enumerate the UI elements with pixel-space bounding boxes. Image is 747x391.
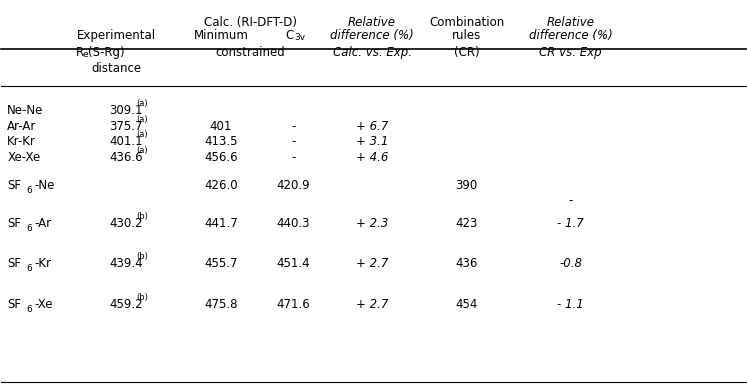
Text: rules: rules xyxy=(452,29,481,42)
Text: -Xe: -Xe xyxy=(34,298,52,312)
Text: 459.2: 459.2 xyxy=(109,298,143,312)
Text: difference (%): difference (%) xyxy=(529,29,613,42)
Text: 426.0: 426.0 xyxy=(204,179,238,192)
Text: -: - xyxy=(291,151,295,164)
Text: CR vs. Exp: CR vs. Exp xyxy=(539,46,602,59)
Text: 6: 6 xyxy=(27,186,32,195)
Text: Relative: Relative xyxy=(348,16,396,29)
Text: SF: SF xyxy=(7,298,22,312)
Text: -Ar: -Ar xyxy=(34,217,52,230)
Text: Calc. vs. Exp.: Calc. vs. Exp. xyxy=(332,46,412,59)
Text: constrained: constrained xyxy=(216,46,285,59)
Text: 475.8: 475.8 xyxy=(204,298,238,312)
Text: 439.4: 439.4 xyxy=(109,257,143,270)
Text: 6: 6 xyxy=(27,305,32,314)
Text: -Ne: -Ne xyxy=(34,179,55,192)
Text: + 4.6: + 4.6 xyxy=(356,151,388,164)
Text: (S-Rg): (S-Rg) xyxy=(88,46,125,59)
Text: SF: SF xyxy=(7,217,22,230)
Text: (b): (b) xyxy=(136,252,148,261)
Text: 456.6: 456.6 xyxy=(204,151,238,164)
Text: SF: SF xyxy=(7,257,22,270)
Text: 423: 423 xyxy=(456,217,478,230)
Text: 436: 436 xyxy=(456,257,478,270)
Text: (b): (b) xyxy=(136,212,148,221)
Text: 440.3: 440.3 xyxy=(276,217,310,230)
Text: + 2.7: + 2.7 xyxy=(356,298,388,312)
Text: Combination: Combination xyxy=(429,16,504,29)
Text: 375.7: 375.7 xyxy=(109,120,143,133)
Text: 430.2: 430.2 xyxy=(109,217,143,230)
Text: -Kr: -Kr xyxy=(34,257,51,270)
Text: 471.6: 471.6 xyxy=(276,298,310,312)
Text: 455.7: 455.7 xyxy=(204,257,238,270)
Text: -: - xyxy=(291,120,295,133)
Text: + 6.7: + 6.7 xyxy=(356,120,388,133)
Text: (a): (a) xyxy=(136,115,148,124)
Text: 436.6: 436.6 xyxy=(109,151,143,164)
Text: Relative: Relative xyxy=(547,16,595,29)
Text: 420.9: 420.9 xyxy=(276,179,310,192)
Text: distance: distance xyxy=(92,62,142,75)
Text: 413.5: 413.5 xyxy=(204,135,238,149)
Text: -: - xyxy=(291,135,295,149)
Text: 6: 6 xyxy=(27,264,32,273)
Text: (b): (b) xyxy=(136,294,148,303)
Text: 454: 454 xyxy=(456,298,478,312)
Text: + 2.7: + 2.7 xyxy=(356,257,388,270)
Text: + 2.3: + 2.3 xyxy=(356,217,388,230)
Text: SF: SF xyxy=(7,179,22,192)
Text: Xe-Xe: Xe-Xe xyxy=(7,151,40,164)
Text: Minimum: Minimum xyxy=(193,29,248,42)
Text: 401.1: 401.1 xyxy=(109,135,143,149)
Text: 451.4: 451.4 xyxy=(276,257,310,270)
Text: C: C xyxy=(285,29,293,42)
Text: 309.1: 309.1 xyxy=(109,104,143,117)
Text: (CR): (CR) xyxy=(453,46,480,59)
Text: 6: 6 xyxy=(27,224,32,233)
Text: 441.7: 441.7 xyxy=(204,217,238,230)
Text: R: R xyxy=(75,46,84,59)
Text: - 1.7: - 1.7 xyxy=(557,217,584,230)
Text: - 1.1: - 1.1 xyxy=(557,298,584,312)
Text: Calc. (RI-DFT-D): Calc. (RI-DFT-D) xyxy=(204,16,297,29)
Text: + 3.1: + 3.1 xyxy=(356,135,388,149)
Text: 401: 401 xyxy=(210,120,232,133)
Text: (a): (a) xyxy=(136,131,148,140)
Text: (a): (a) xyxy=(136,146,148,155)
Text: Kr-Kr: Kr-Kr xyxy=(7,135,36,149)
Text: e: e xyxy=(82,50,88,59)
Text: (a): (a) xyxy=(136,99,148,108)
Text: Ar-Ar: Ar-Ar xyxy=(7,120,37,133)
Text: difference (%): difference (%) xyxy=(330,29,414,42)
Text: 390: 390 xyxy=(456,179,477,192)
Text: Ne-Ne: Ne-Ne xyxy=(7,104,44,117)
Text: Experimental: Experimental xyxy=(77,29,156,42)
Text: -0.8: -0.8 xyxy=(560,257,582,270)
Text: 3v: 3v xyxy=(294,33,305,42)
Text: -: - xyxy=(568,194,573,207)
